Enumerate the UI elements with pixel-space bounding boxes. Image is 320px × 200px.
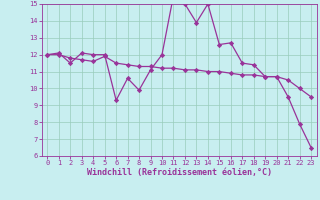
X-axis label: Windchill (Refroidissement éolien,°C): Windchill (Refroidissement éolien,°C) [87, 168, 272, 177]
